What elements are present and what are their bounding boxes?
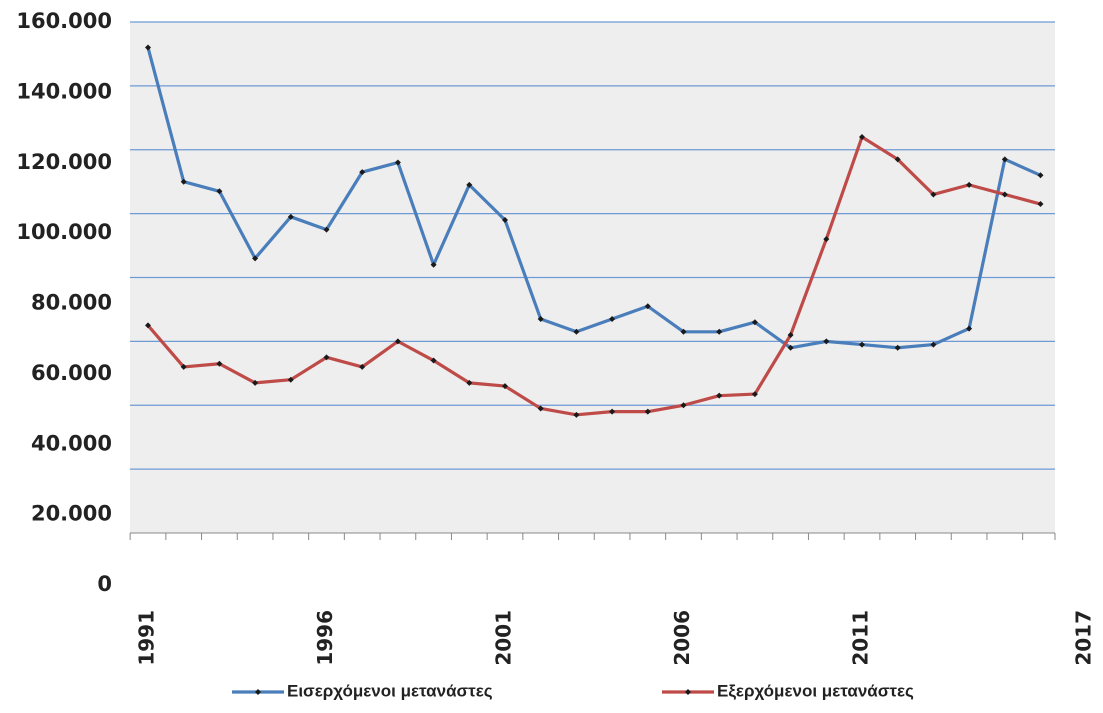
series-line — [146, 47, 1042, 350]
y-tick-label: 100.000 — [16, 220, 112, 244]
point-marker — [537, 405, 544, 412]
point-marker — [859, 341, 865, 348]
point-marker — [894, 344, 901, 351]
y-tick-label: 40.000 — [31, 431, 112, 455]
point-marker — [323, 354, 330, 361]
point-marker — [252, 379, 259, 386]
point-marker — [680, 328, 687, 335]
point-marker — [1001, 156, 1008, 163]
y-tick-label: 60.000 — [31, 361, 112, 385]
legend-label: Εισερχόμενοι μετανάστες — [287, 681, 493, 700]
y-tick-label: 140.000 — [16, 79, 112, 103]
point-marker — [216, 360, 223, 367]
x-tick-label: 1996 — [313, 610, 337, 666]
legend-marker — [255, 689, 261, 695]
legend-label: Εξερχόμενοι μετανάστες — [717, 681, 914, 700]
point-marker — [359, 169, 366, 176]
point-marker — [751, 391, 758, 398]
point-marker — [323, 226, 330, 233]
point-marker — [930, 191, 937, 198]
point-marker — [216, 188, 223, 195]
point-marker — [644, 303, 651, 310]
point-marker — [430, 261, 437, 268]
point-marker — [823, 236, 830, 243]
point-marker — [287, 213, 294, 220]
point-marker — [751, 319, 758, 326]
point-marker — [716, 392, 723, 399]
point-marker — [466, 379, 473, 386]
point-marker — [394, 159, 401, 166]
x-tick-label: 1991 — [135, 610, 159, 666]
legend-marker — [685, 689, 691, 695]
series-line — [146, 135, 1041, 417]
x-tick-label: 2001 — [492, 610, 516, 666]
point-marker — [1001, 191, 1008, 198]
point-marker — [394, 338, 401, 345]
point-marker — [537, 316, 544, 323]
point-marker — [930, 341, 937, 348]
point-marker — [287, 376, 294, 383]
y-tick-label: 80.000 — [31, 291, 112, 315]
point-marker — [1037, 172, 1044, 179]
point-marker — [502, 383, 508, 390]
point-marker — [644, 408, 651, 415]
y-tick-label: 20.000 — [31, 502, 112, 526]
point-marker — [716, 328, 723, 335]
y-tick-label: 0 — [97, 572, 112, 596]
point-marker — [573, 328, 580, 335]
point-marker — [894, 156, 901, 163]
point-marker — [466, 181, 473, 188]
point-marker — [180, 178, 187, 185]
point-marker — [787, 344, 794, 351]
point-marker — [609, 316, 616, 323]
point-marker — [180, 363, 187, 370]
point-marker — [966, 325, 973, 332]
point-marker — [359, 363, 366, 370]
point-marker — [823, 338, 830, 345]
x-tick-label: 2017 — [1072, 610, 1096, 666]
x-tick-label: 2011 — [849, 610, 873, 666]
point-marker — [430, 357, 437, 364]
point-marker — [1037, 201, 1044, 208]
point-marker — [787, 331, 794, 338]
point-marker — [252, 255, 259, 262]
point-marker — [609, 408, 616, 415]
point-marker — [680, 402, 687, 409]
point-marker — [502, 217, 508, 224]
y-tick-label: 160.000 — [16, 9, 112, 33]
point-marker — [145, 44, 151, 51]
point-marker — [966, 181, 973, 188]
point-marker — [859, 133, 865, 140]
point-marker — [573, 411, 580, 418]
point-marker — [145, 322, 151, 329]
x-tick-label: 2006 — [670, 610, 694, 666]
y-tick-label: 120.000 — [16, 150, 112, 174]
